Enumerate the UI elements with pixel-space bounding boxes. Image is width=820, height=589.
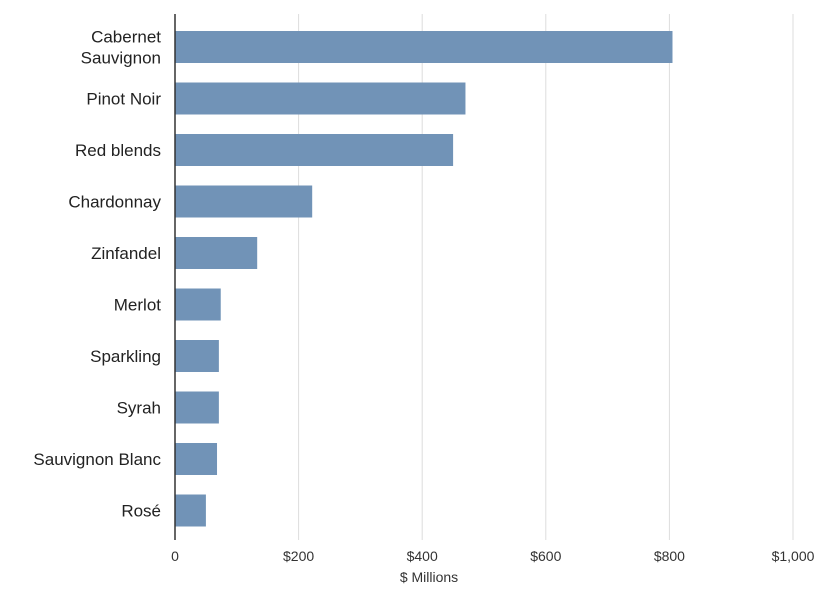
bar [175, 288, 221, 321]
bar [175, 185, 313, 218]
x-tick-label: $200 [283, 548, 314, 564]
category-label: Syrah [117, 399, 161, 418]
x-tick-label: $800 [654, 548, 685, 564]
category-label: Chardonnay [68, 193, 161, 212]
category-label: Red blends [75, 141, 161, 160]
bar [175, 391, 219, 424]
category-label: Zinfandel [91, 244, 161, 263]
category-label: Cabernet Sauvignon [81, 28, 162, 68]
category-labels: Cabernet Sauvignon Pinot Noir Red blends Cha… [33, 28, 161, 521]
bar [175, 82, 466, 115]
bar [175, 443, 218, 475]
bar [175, 134, 454, 166]
category-label: Rosé [121, 502, 161, 521]
category-label: Merlot [114, 296, 162, 315]
bar [175, 237, 258, 269]
category-label: Sparkling [90, 347, 161, 366]
x-axis-title: $ Millions [400, 569, 458, 585]
category-label: Sauvignon Blanc [33, 450, 161, 469]
x-tick-label: $400 [407, 548, 438, 564]
x-tick-labels: 0 $200 $400 $600 $800 $1,000 [171, 548, 815, 564]
bars [175, 31, 673, 527]
bar [175, 31, 673, 63]
x-tick-label: 0 [171, 548, 179, 564]
category-label: Pinot Noir [86, 90, 161, 109]
bar [175, 340, 219, 372]
x-tick-label: $600 [530, 548, 561, 564]
bar [175, 494, 206, 527]
x-tick-label: $1,000 [772, 548, 815, 564]
